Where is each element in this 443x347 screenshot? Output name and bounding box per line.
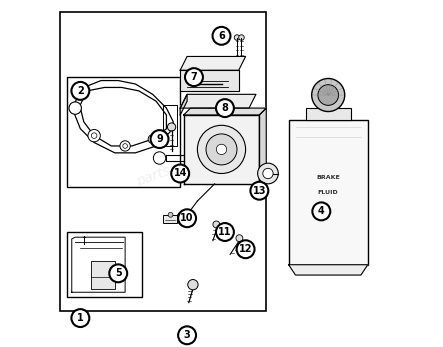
- Text: 6: 6: [218, 31, 225, 41]
- Circle shape: [188, 280, 198, 290]
- Bar: [60, 12, 266, 311]
- Circle shape: [69, 102, 82, 114]
- Bar: [163, 215, 177, 223]
- Circle shape: [216, 223, 234, 241]
- Polygon shape: [180, 94, 256, 108]
- Polygon shape: [184, 115, 259, 184]
- Circle shape: [151, 137, 155, 141]
- Circle shape: [236, 235, 243, 242]
- Circle shape: [206, 134, 237, 165]
- Circle shape: [239, 35, 244, 40]
- Circle shape: [258, 163, 278, 184]
- Text: 4: 4: [318, 206, 325, 217]
- Circle shape: [213, 221, 220, 228]
- Circle shape: [198, 125, 245, 174]
- Circle shape: [213, 27, 230, 45]
- Text: 8: 8: [222, 103, 229, 113]
- Circle shape: [109, 264, 127, 282]
- Circle shape: [71, 309, 89, 327]
- Polygon shape: [184, 108, 266, 115]
- Circle shape: [168, 212, 173, 217]
- Bar: [306, 108, 350, 120]
- Circle shape: [216, 144, 227, 154]
- Circle shape: [148, 135, 157, 144]
- Circle shape: [312, 202, 330, 220]
- Circle shape: [153, 152, 166, 164]
- Circle shape: [167, 123, 176, 131]
- Circle shape: [171, 164, 189, 183]
- Polygon shape: [259, 108, 266, 184]
- Circle shape: [312, 78, 345, 111]
- Circle shape: [88, 129, 100, 142]
- Bar: [66, 77, 180, 187]
- Circle shape: [318, 85, 338, 105]
- Bar: [66, 232, 142, 297]
- Text: 14: 14: [174, 169, 187, 178]
- Text: 13: 13: [253, 186, 266, 196]
- Bar: [91, 261, 115, 289]
- Circle shape: [250, 182, 268, 200]
- Polygon shape: [180, 70, 239, 91]
- Text: 2: 2: [77, 86, 84, 96]
- Circle shape: [151, 130, 168, 148]
- Text: partsrepublik: partsrepublik: [135, 144, 226, 189]
- Circle shape: [237, 240, 255, 258]
- Text: FLUID: FLUID: [318, 190, 338, 195]
- Text: 10: 10: [180, 213, 194, 223]
- Circle shape: [178, 326, 196, 344]
- Circle shape: [71, 82, 89, 100]
- Text: BRAKE: BRAKE: [316, 176, 340, 180]
- Bar: [289, 120, 368, 265]
- Circle shape: [263, 168, 273, 179]
- Text: 7: 7: [190, 72, 197, 82]
- Text: 9: 9: [156, 134, 163, 144]
- Polygon shape: [180, 57, 245, 70]
- Circle shape: [234, 35, 240, 40]
- Circle shape: [178, 209, 196, 227]
- Text: 12: 12: [239, 244, 253, 254]
- Polygon shape: [180, 94, 187, 115]
- Text: 1: 1: [77, 313, 84, 323]
- Polygon shape: [289, 265, 368, 275]
- Text: 3: 3: [184, 330, 190, 340]
- Circle shape: [91, 133, 97, 138]
- Circle shape: [216, 99, 234, 117]
- Circle shape: [177, 211, 190, 225]
- Circle shape: [123, 144, 128, 148]
- Text: 11: 11: [218, 227, 232, 237]
- Circle shape: [120, 141, 130, 151]
- Circle shape: [185, 68, 203, 86]
- Text: 5: 5: [115, 268, 122, 278]
